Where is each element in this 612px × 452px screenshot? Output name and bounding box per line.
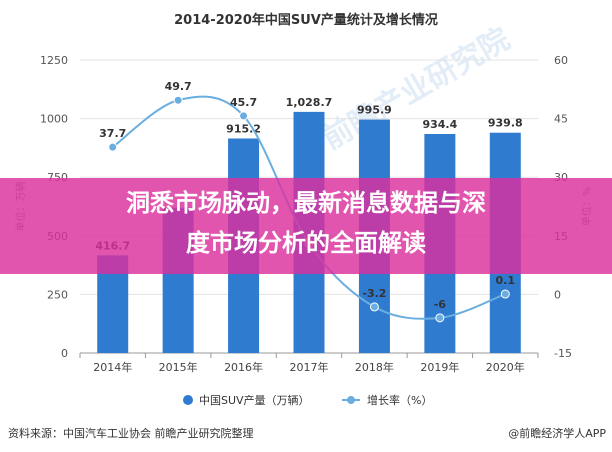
growth-value-label: -3.2 (362, 287, 386, 300)
y-left-tick-label: 250 (47, 288, 68, 301)
watermark-text: 前瞻产业研究院 (317, 22, 516, 157)
y-left-tick-label: 0 (61, 347, 68, 360)
growth-point (500, 289, 510, 299)
legend-bar-label: 中国SUV产量（万辆） (199, 393, 310, 407)
growth-value-label: -6 (434, 298, 447, 311)
bar-value-label: 934.4 (422, 118, 457, 131)
growth-value-label: 0.1 (496, 274, 516, 287)
y-right-tick-label: 60 (554, 54, 568, 67)
bar-value-label: 915.2 (226, 122, 261, 135)
legend-line-label: 增长率（%） (367, 393, 432, 407)
growth-value-label: 37.7 (99, 127, 126, 140)
growth-point (435, 313, 445, 323)
x-tick-label: 2020年 (486, 360, 525, 374)
legend-bar-swatch (183, 395, 193, 405)
x-tick-label: 2015年 (159, 360, 198, 374)
overlay-headline-line2: 度市场分析的全面解读 (186, 229, 426, 257)
y-right-tick-label: -15 (554, 347, 572, 360)
watermark: 前瞻产业研究院 (317, 22, 516, 157)
bar-value-label: 939.8 (488, 117, 523, 130)
overlay-banner (0, 178, 612, 274)
chart-title: 2014-2020年中国SUV产量统计及增长情况 (174, 12, 438, 28)
bar-value-label: 1,028.7 (286, 96, 333, 109)
y-right-tick-label: 45 (554, 113, 568, 126)
x-tick-label: 2014年 (93, 360, 132, 374)
overlay-headline-line1: 洞悉市场脉动，最新消息数据与深 (126, 189, 486, 217)
growth-point (369, 302, 379, 312)
brand-text: @前瞻经济学人APP (508, 426, 606, 440)
y-left-tick-label: 1000 (40, 113, 68, 126)
x-tick-label: 2019年 (420, 360, 459, 374)
x-tick-label: 2018年 (355, 360, 394, 374)
growth-point (239, 111, 249, 121)
growth-value-label: 45.7 (230, 96, 257, 109)
growth-value-label: 49.7 (165, 80, 192, 93)
growth-point (108, 142, 118, 152)
legend-line-marker (347, 396, 355, 404)
source-text: 资料来源：中国汽车工业协会 前瞻产业研究院整理 (8, 426, 254, 440)
growth-point (173, 95, 183, 105)
bar-value-label: 995.9 (357, 104, 392, 117)
y-right-tick-label: 0 (554, 288, 561, 301)
x-tick-label: 2016年 (224, 360, 263, 374)
x-tick-label: 2017年 (290, 360, 329, 374)
y-left-tick-label: 1250 (40, 54, 68, 67)
